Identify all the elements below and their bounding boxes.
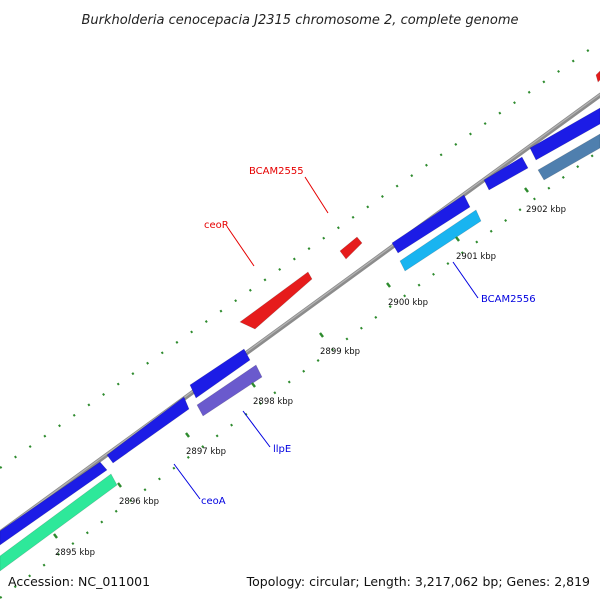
track-dots <box>0 41 600 599</box>
inner-track-dots <box>0 149 600 599</box>
gene-feature-blue-5[interactable] <box>483 156 529 191</box>
callout-leader-line <box>242 410 271 448</box>
gene-feature-lower-left-blue[interactable] <box>0 461 108 546</box>
tick-mark <box>524 187 529 193</box>
tick-mark <box>185 432 190 438</box>
gene-features <box>0 70 600 572</box>
genome-title: Burkholderia cenocepacia J2315 chromosom… <box>81 13 518 28</box>
red-feature-far-right[interactable] <box>595 70 600 83</box>
callout-leader-line <box>452 261 479 299</box>
gene-feature-ceoR[interactable] <box>239 271 313 330</box>
gene-feature-llpE[interactable] <box>196 364 263 417</box>
tick-mark <box>455 236 460 242</box>
gene-label-BCAM2556[interactable]: BCAM2556 <box>481 294 536 305</box>
tick-label: 2898 kbp <box>253 397 293 407</box>
gene-callouts: BCAM2555 ceoR BCAM2556 llpE ceoA <box>173 166 536 507</box>
tick-label: 2897 kbp <box>186 447 226 457</box>
gene-feature-blue-6[interactable] <box>529 107 600 161</box>
gene-feature-BCAM2556[interactable] <box>399 209 482 272</box>
gene-label-ceoR[interactable]: ceoR <box>204 220 229 231</box>
tick-mark <box>117 482 122 488</box>
tick-label: 2902 kbp <box>526 205 566 215</box>
gene-feature-blue-4[interactable] <box>391 194 471 254</box>
tick-label: 2896 kbp <box>119 497 159 507</box>
accession-text: Accession: NC_011001 <box>8 574 150 589</box>
tick-label: 2899 kbp <box>320 347 360 357</box>
tick-mark <box>53 533 58 539</box>
callout-leader-line <box>304 176 329 214</box>
gene-feature-BCAM2555[interactable] <box>339 236 363 260</box>
genome-summary-text: Topology: circular; Length: 3,217,062 bp… <box>246 574 590 589</box>
position-ticks: 2895 kbp 2896 kbp 2897 kbp 2898 kbp 2899 kbp… <box>53 187 566 558</box>
tick-mark <box>251 382 256 388</box>
gene-feature-blue-3[interactable] <box>189 348 251 399</box>
callout-leader-line <box>173 463 201 500</box>
tick-label: 2895 kbp <box>55 548 95 558</box>
backbone-line <box>0 92 600 536</box>
gene-label-llpE[interactable]: llpE <box>273 444 291 455</box>
gene-feature-steel[interactable] <box>537 133 600 181</box>
gene-feature-blue-2[interactable] <box>106 396 190 464</box>
tick-mark <box>386 282 391 288</box>
tick-label: 2901 kbp <box>456 252 496 262</box>
gene-label-ceoA[interactable]: ceoA <box>201 496 226 507</box>
gene-feature-green[interactable] <box>0 473 118 572</box>
tick-mark <box>319 332 324 338</box>
gene-label-BCAM2555[interactable]: BCAM2555 <box>249 166 304 177</box>
tick-label: 2900 kbp <box>388 298 428 308</box>
genome-backbone <box>0 92 600 536</box>
outer-track-dots <box>0 41 600 469</box>
backbone-highlight <box>0 93 600 533</box>
callout-leader-line <box>227 227 255 267</box>
